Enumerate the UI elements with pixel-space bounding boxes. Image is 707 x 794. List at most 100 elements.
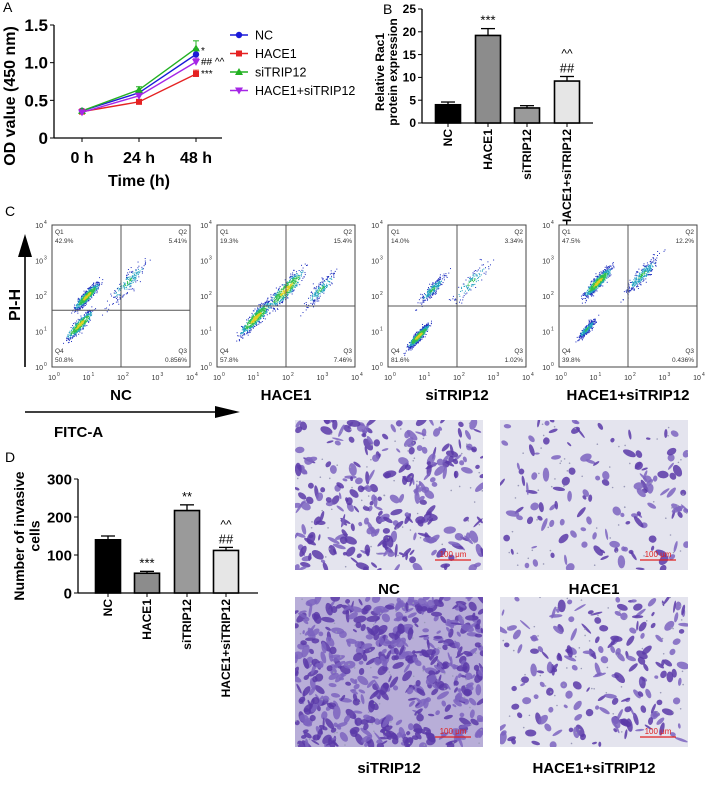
event-dot	[89, 317, 91, 319]
event-dot	[329, 281, 331, 283]
event-dot	[583, 328, 585, 330]
event-dot	[314, 293, 316, 295]
event-dot	[87, 320, 89, 322]
event-dot	[412, 340, 414, 342]
event-dot	[489, 264, 491, 266]
event-dot	[92, 288, 94, 290]
event-dot	[85, 290, 87, 292]
event-dot	[412, 343, 414, 345]
event-dot	[291, 279, 293, 281]
event-dot	[300, 273, 302, 275]
event-dot	[587, 331, 589, 333]
event-dot	[85, 316, 87, 318]
event-dot	[87, 292, 89, 294]
event-dot	[86, 321, 88, 323]
event-dot	[133, 290, 135, 292]
event-dot	[127, 284, 129, 286]
significance-annotation: ***	[139, 555, 154, 570]
event-dot	[417, 338, 419, 340]
event-dot	[588, 288, 590, 290]
event-dot	[580, 333, 582, 335]
event-dot	[254, 326, 256, 328]
event-dot	[594, 283, 596, 285]
event-dot	[97, 282, 99, 284]
event-dot	[72, 323, 74, 325]
event-dot	[270, 296, 272, 298]
event-dot	[602, 272, 604, 274]
event-dot	[265, 308, 267, 310]
event-dot	[236, 340, 238, 342]
event-dot	[596, 286, 598, 288]
event-dot	[273, 298, 275, 300]
event-dot	[75, 311, 77, 313]
event-dot	[488, 268, 490, 270]
event-dot	[320, 284, 322, 286]
event-dot	[601, 272, 603, 274]
event-dot	[89, 289, 91, 291]
event-dot	[117, 287, 119, 289]
event-dot	[316, 291, 318, 293]
y-tick-exponent: 2	[380, 291, 383, 297]
event-dot	[428, 291, 430, 293]
event-dot	[73, 331, 75, 333]
event-dot	[282, 300, 284, 302]
event-dot	[259, 310, 261, 312]
event-dot	[412, 337, 414, 339]
event-dot	[414, 341, 416, 343]
event-dot	[113, 292, 115, 294]
event-dot	[613, 267, 615, 269]
event-dot	[68, 338, 70, 340]
event-dot	[90, 290, 92, 292]
event-dot	[109, 304, 111, 306]
event-dot	[79, 308, 81, 310]
event-dot	[90, 294, 92, 296]
event-dot	[77, 303, 79, 305]
data-point	[192, 58, 200, 66]
event-dot	[313, 300, 315, 302]
event-dot	[270, 307, 272, 309]
event-dot	[284, 287, 286, 289]
event-dot	[287, 281, 289, 283]
event-dot	[123, 287, 125, 289]
event-dot	[588, 326, 590, 328]
event-dot	[78, 301, 80, 303]
event-dot	[84, 296, 86, 298]
event-dot	[87, 315, 89, 317]
event-dot	[122, 294, 124, 296]
event-dot	[280, 289, 282, 291]
event-dot	[441, 284, 443, 286]
event-dot	[435, 289, 437, 291]
event-dot	[250, 323, 252, 325]
event-dot	[424, 333, 426, 335]
event-dot	[584, 333, 586, 335]
event-dot	[276, 292, 278, 294]
event-dot	[144, 260, 146, 262]
event-dot	[280, 301, 282, 303]
event-dot	[257, 311, 259, 313]
event-dot	[82, 327, 84, 329]
x-tick-label: NC	[441, 129, 455, 147]
event-dot	[80, 318, 82, 320]
event-dot	[255, 313, 257, 315]
event-dot	[592, 321, 594, 323]
event-dot	[130, 278, 132, 280]
event-dot	[282, 298, 284, 300]
event-dot	[79, 321, 81, 323]
event-dot	[266, 312, 268, 314]
event-dot	[416, 342, 418, 344]
event-dot	[422, 328, 424, 330]
event-dot	[70, 333, 72, 335]
event-dot	[68, 339, 70, 341]
event-dot	[598, 286, 600, 288]
event-dot	[414, 338, 416, 340]
event-dot	[94, 287, 96, 289]
event-dot	[84, 304, 86, 306]
event-dot	[333, 272, 335, 274]
event-dot	[591, 280, 593, 282]
event-dot	[77, 308, 79, 310]
event-dot	[68, 334, 70, 336]
event-dot	[303, 276, 305, 278]
event-dot	[295, 284, 297, 286]
event-dot	[256, 319, 258, 321]
event-dot	[136, 273, 138, 275]
